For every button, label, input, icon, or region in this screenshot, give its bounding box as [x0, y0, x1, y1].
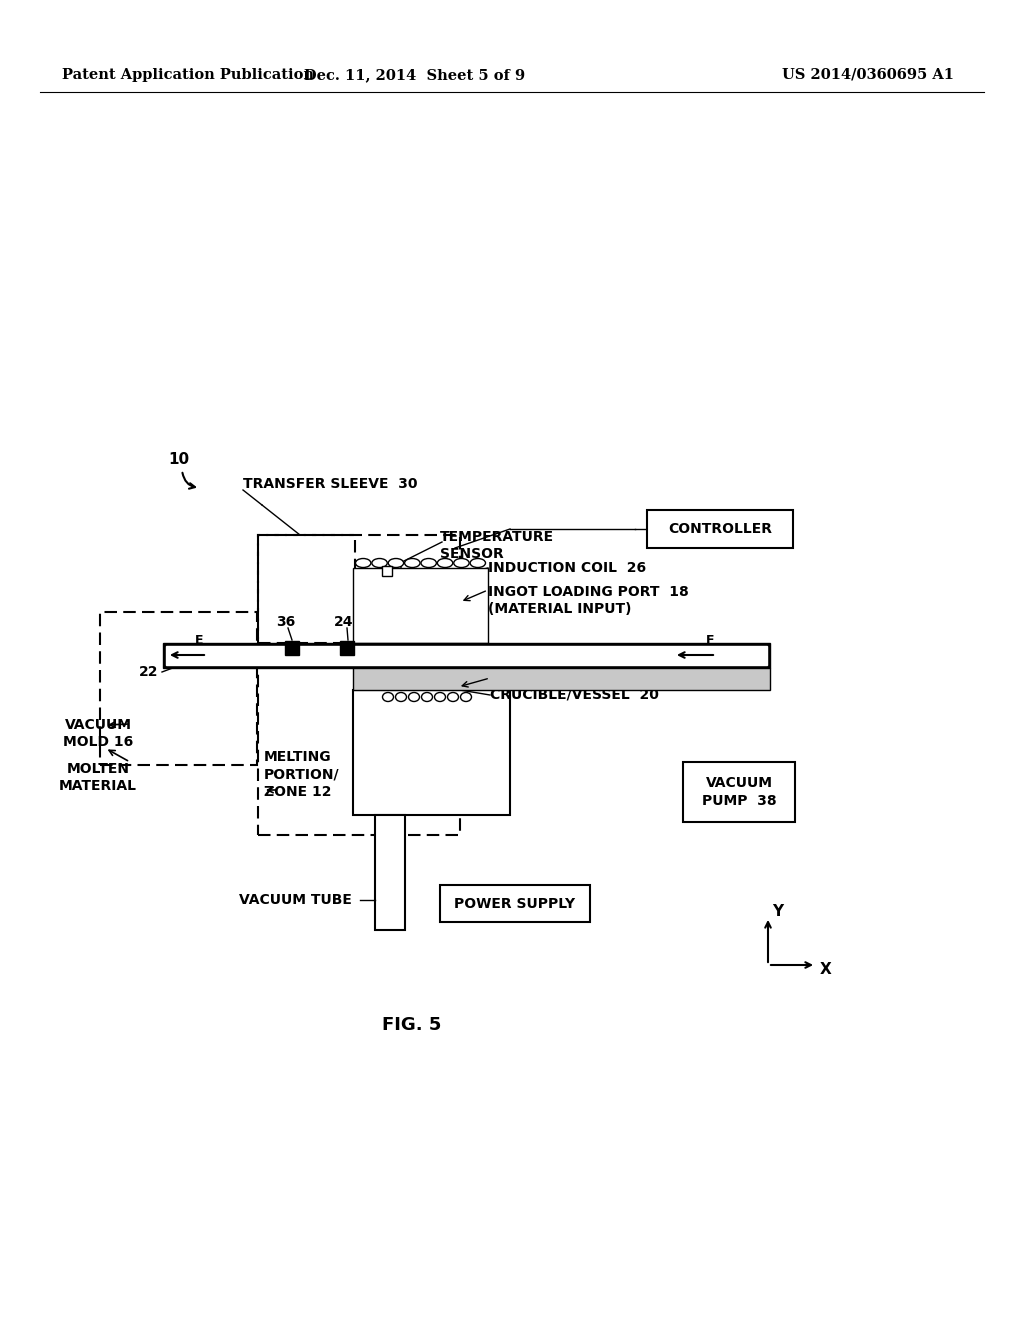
Bar	[166, 645, 767, 665]
Ellipse shape	[470, 558, 485, 568]
Ellipse shape	[388, 558, 403, 568]
Text: 10: 10	[168, 453, 189, 467]
Bar	[258, 535, 355, 643]
Bar	[340, 642, 354, 655]
Ellipse shape	[454, 558, 469, 568]
Text: 22: 22	[138, 665, 158, 678]
Bar	[258, 535, 460, 836]
Bar	[163, 643, 770, 668]
Text: Dec. 11, 2014  Sheet 5 of 9: Dec. 11, 2014 Sheet 5 of 9	[304, 69, 525, 82]
Text: MELTING
PORTION/
ZONE 12: MELTING PORTION/ ZONE 12	[264, 750, 340, 799]
Ellipse shape	[404, 558, 420, 568]
Text: VACUUM
PUMP  38: VACUUM PUMP 38	[701, 776, 776, 808]
Bar	[353, 568, 488, 643]
Ellipse shape	[355, 558, 371, 568]
Text: MOLTEN
MATERIAL: MOLTEN MATERIAL	[59, 762, 137, 793]
Text: INGOT LOADING PORT  18
(MATERIAL INPUT): INGOT LOADING PORT 18 (MATERIAL INPUT)	[488, 585, 689, 616]
Text: 24: 24	[334, 615, 353, 630]
Text: FIG. 5: FIG. 5	[382, 1016, 441, 1034]
Text: F: F	[706, 634, 715, 647]
Ellipse shape	[422, 693, 432, 701]
Text: Y: Y	[772, 904, 783, 920]
Text: CONTROLLER: CONTROLLER	[668, 521, 772, 536]
Text: TRANSFER SLEEVE  30: TRANSFER SLEEVE 30	[243, 477, 418, 491]
Bar	[375, 814, 406, 931]
Text: VACUUM
MOLD 16: VACUUM MOLD 16	[62, 718, 133, 750]
Text: CRUCIBLE/VESSEL  20: CRUCIBLE/VESSEL 20	[490, 688, 658, 702]
Text: VACUUM TUBE: VACUUM TUBE	[239, 894, 351, 907]
Ellipse shape	[372, 558, 387, 568]
Ellipse shape	[409, 693, 420, 701]
Text: US 2014/0360695 A1: US 2014/0360695 A1	[782, 69, 954, 82]
Ellipse shape	[447, 693, 459, 701]
Bar	[683, 762, 795, 822]
Bar	[353, 690, 510, 814]
Bar	[382, 566, 392, 576]
Text: VACUUM PORT: VACUUM PORT	[490, 668, 604, 682]
Ellipse shape	[421, 558, 436, 568]
Text: PLUNGER  14: PLUNGER 14	[653, 668, 756, 682]
Text: 36: 36	[276, 615, 296, 630]
Bar	[285, 642, 299, 655]
Text: TEMPERATURE
SENSOR: TEMPERATURE SENSOR	[440, 531, 554, 561]
Ellipse shape	[437, 558, 453, 568]
Ellipse shape	[461, 693, 471, 701]
Bar	[647, 510, 793, 548]
Bar	[440, 884, 590, 921]
Text: E: E	[195, 634, 203, 647]
Text: X: X	[820, 961, 831, 977]
Bar	[353, 668, 770, 690]
Text: INDUCTION COIL  26: INDUCTION COIL 26	[488, 561, 646, 576]
Text: POWER SUPPLY: POWER SUPPLY	[455, 896, 575, 911]
Bar	[100, 612, 257, 766]
Ellipse shape	[434, 693, 445, 701]
Ellipse shape	[383, 693, 393, 701]
Ellipse shape	[395, 693, 407, 701]
Text: Patent Application Publication: Patent Application Publication	[62, 69, 314, 82]
